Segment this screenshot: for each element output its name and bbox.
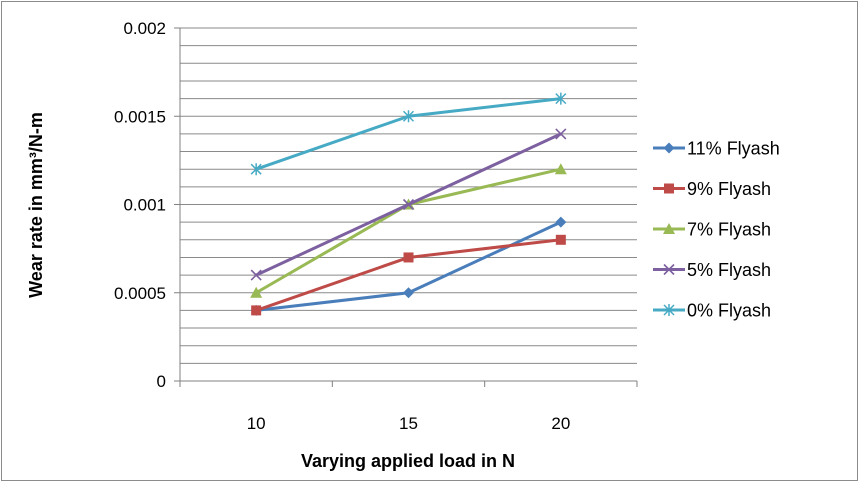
legend-item: 9% Flyash [653,179,771,199]
data-point [250,286,263,298]
series-11-flyash [250,216,567,316]
tick-labels: 0 0.0005 0.001 0.0015 0.002 10 15 20 [114,19,570,433]
x-axis-label: Varying applied load in N [301,451,515,471]
legend-item: 0% Flyash [653,301,771,321]
legend-label: 11% Flyash [687,139,780,159]
series-line [255,167,562,295]
data-point [555,128,567,140]
legend-marker [663,142,675,154]
data-point [402,198,415,211]
legend-label: 7% Flyash [687,220,771,240]
y-axis-label: Wear rate in mm³/N-m [26,112,46,298]
data-point [555,216,567,228]
legend-item: 5% Flyash [653,260,771,280]
gridlines [180,27,637,364]
y-tick-label: 0.002 [123,19,166,38]
series-7-flyash [250,163,567,298]
legend-marker [664,183,674,194]
legend-label: 0% Flyash [687,301,771,321]
data-point [555,92,567,105]
data-point [250,163,262,176]
legend-label: 5% Flyash [687,260,771,280]
y-tick-label: 0.0005 [114,284,166,303]
data-point [250,269,262,281]
x-tick-label: 15 [399,414,418,433]
data-point [403,252,414,263]
data-point [403,287,414,299]
y-tick-label: 0.001 [123,196,166,215]
legend-marker [663,263,675,276]
axes [174,27,638,387]
data-point [554,163,567,175]
x-tick-label: 20 [551,414,570,433]
data-point [251,305,262,316]
legend-item: 11% Flyash [653,139,780,159]
series-lines [250,92,567,316]
series-5-flyash [250,128,567,281]
data-point [555,234,566,245]
y-tick-label: 0.0015 [114,107,166,126]
data-point [402,110,415,123]
series-0-flyash [250,92,567,176]
legend-label: 9% Flyash [687,179,771,199]
legend-marker [663,304,675,316]
legend-item: 7% Flyash [653,220,771,240]
y-tick-label: 0 [157,372,166,391]
series-9-flyash [251,234,566,316]
legend: 11% Flyash 9% Flyash 7% Flyash 5% Flyash 0% … [653,139,780,321]
legend-marker [663,223,675,234]
x-tick-label: 10 [247,414,266,433]
